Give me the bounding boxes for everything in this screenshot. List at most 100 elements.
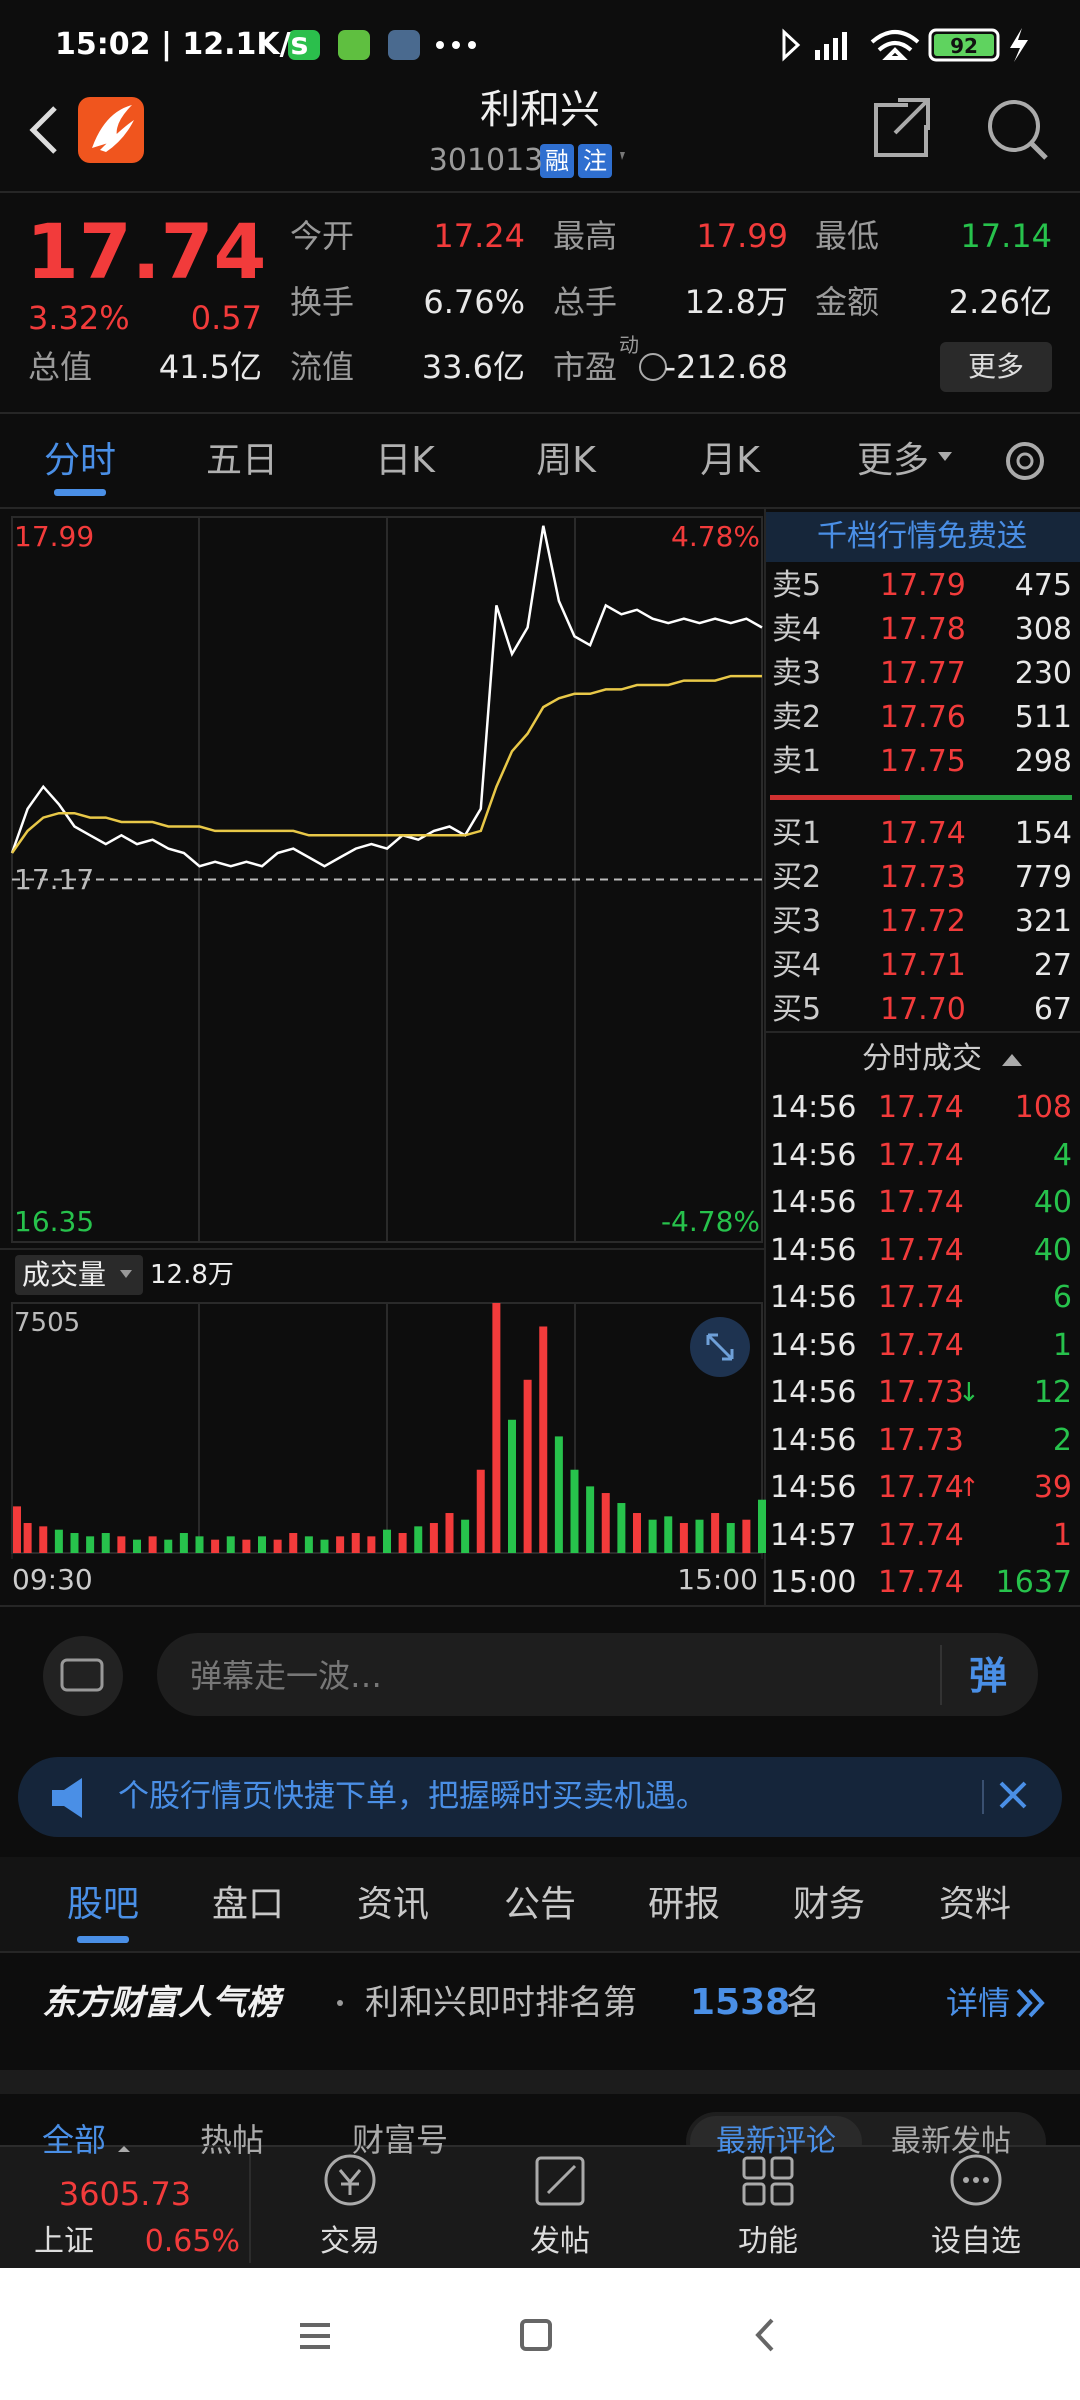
volume-total: 12.8万 [150,1260,234,1290]
promo-banner[interactable] [766,512,1080,562]
bottom-icons [324,2154,1002,2206]
index-value[interactable]: 3605.73 [58,2175,192,2213]
volume-bar [179,1533,188,1553]
volume-bar [164,1539,173,1553]
sort-tab[interactable]: 最新发帖 [891,2124,1011,2159]
chart-tab[interactable]: 周K [536,440,596,481]
section-tab[interactable]: 资料 [938,1884,1012,1925]
book-price: 17.77 [880,656,966,691]
field-label: 总手 [553,283,618,321]
volume-bar [679,1523,688,1553]
volume-bar [211,1539,220,1553]
section-tab[interactable]: 资讯 [356,1884,430,1925]
volume-bar [539,1326,548,1553]
chart-tab[interactable]: 日K [375,440,435,481]
pe-info-icon [639,353,667,381]
divider [0,1605,1080,1607]
volume-bar [23,1523,32,1553]
bottom-action[interactable]: 交易 [320,2224,380,2259]
search-handle [1029,141,1048,160]
volume-bar [492,1303,501,1553]
section-tab[interactable]: 研报 [647,1884,721,1925]
book-label: 卖5 [772,568,822,603]
chart-tab[interactable]: 月K [700,440,760,481]
sort-tab[interactable]: 最新评论 [716,2124,836,2159]
trade-price: 17.73 [878,1422,964,1458]
section-tab[interactable]: 股吧 [66,1884,140,1925]
field-value: 17.24 [433,217,525,255]
trade-price: 17.74 [878,1470,964,1505]
promo-title[interactable]: 千档行情免费送 [817,519,1027,554]
trade-arrow: ↑ [958,1473,980,1503]
trade-volume: 1 [1052,1517,1072,1553]
wifi-icon [870,30,920,60]
volume-bar [101,1533,110,1553]
volume-title: 成交量 [22,1258,107,1291]
bottom-action[interactable]: 功能 [738,2224,798,2259]
bottom-action[interactable]: 设自选 [931,2224,1021,2259]
danmu-send[interactable]: 弹 [968,1654,1008,1698]
volume-selector[interactable] [15,1255,143,1295]
volume-bar [242,1539,251,1553]
section-tab[interactable]: 盘口 [211,1884,285,1925]
section-tab[interactable]: 财务 [792,1884,866,1925]
section-tab[interactable]: 公告 [503,1884,577,1925]
close-button[interactable] [999,1781,1027,1809]
y-tick-label: 7505 [14,1308,81,1338]
volume-bar [320,1539,329,1553]
y-tick-label: 16.35 [14,1205,95,1238]
volume-bar [758,1499,766,1553]
dropdown-arrow [938,452,952,461]
volume-bar [258,1536,266,1553]
x-tick-label: 09:30 [12,1563,93,1596]
danmu-input[interactable] [157,1633,1038,1716]
search-button[interactable] [988,100,1040,152]
details-link[interactable]: 详情 [945,1984,1010,2022]
book-label: 买5 [772,992,822,1027]
book-label: 买1 [772,816,822,851]
volume-bar [726,1523,735,1553]
book-volume: 475 [1014,568,1072,603]
ask-strength [770,795,900,800]
field-value: 6.76% [423,283,525,321]
book-volume: 67 [1033,992,1072,1027]
book-price: 17.73 [880,860,966,895]
price-line [10,525,763,868]
danmu-placeholder[interactable]: 弹幕走一波… [190,1657,383,1695]
book-volume: 154 [1014,816,1072,851]
book-volume: 230 [1014,656,1072,691]
index-change: 0.65% [144,2224,240,2259]
bluetooth-icon [782,28,801,62]
field-label: 市盈 [553,348,618,386]
ranking-text: 利和兴即时排名第 [365,1983,637,2023]
post-tab[interactable]: 热帖 [200,2121,265,2159]
post-tab[interactable]: 财富号 [352,2121,449,2159]
chart-tab[interactable]: 五日 [205,440,279,481]
chart-tab[interactable]: 更多 [856,440,930,481]
book-volume: 298 [1014,744,1072,779]
share-button[interactable] [874,98,930,157]
back-button[interactable] [29,106,57,154]
bottom-action[interactable]: 发帖 [530,2224,590,2259]
volume-bar [554,1436,563,1553]
chart-tab[interactable]: 分时 [43,440,117,481]
ranking-brand: 东方财富人气榜 [42,1983,280,2023]
field-value: 17.14 [960,217,1052,255]
volume-bar [398,1533,407,1553]
change-percent: 3.32% [28,299,130,337]
book-label: 买3 [772,904,822,939]
volume-bar [742,1519,751,1553]
settings-icon [388,30,420,60]
dropdown-arrow [120,1270,132,1278]
nav-buttons[interactable] [300,2318,774,2352]
wechat-icon [288,30,320,60]
danmu-toggle[interactable] [43,1636,123,1716]
trade-volume: 39 [1033,1470,1072,1505]
status-time: 15:02 | 12.1K/s [55,27,309,62]
post-tab[interactable]: 全部 [42,2121,107,2159]
volume-bar [13,1506,21,1553]
settings-button[interactable] [1006,442,1044,480]
trade-volume: 40 [1033,1232,1072,1268]
divider [940,1645,942,1705]
more-button[interactable]: 更多 [967,350,1025,383]
